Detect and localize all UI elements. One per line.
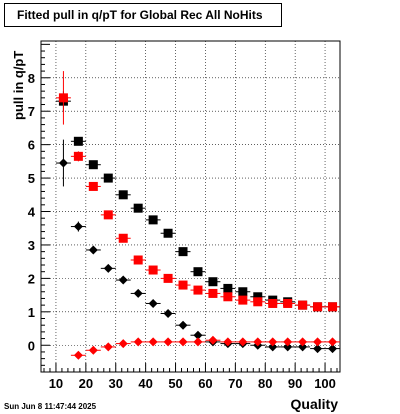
data-point-diamond <box>163 337 173 347</box>
data-point-diamond <box>283 342 293 352</box>
data-point-diamond <box>118 275 128 285</box>
data-point-diamond <box>328 337 338 347</box>
data-point-diamond <box>193 330 203 340</box>
data-point-square <box>238 287 248 297</box>
data-point-diamond <box>103 263 113 273</box>
data-point-square <box>268 298 278 308</box>
data-point-diamond <box>298 337 308 347</box>
data-point-square <box>163 273 173 283</box>
data-point-square <box>133 255 143 265</box>
data-point-diamond <box>148 298 158 308</box>
data-point-diamond <box>268 337 278 347</box>
data-point-square <box>118 233 128 243</box>
y-tick-label: 0 <box>28 338 35 353</box>
data-point-diamond <box>178 320 188 330</box>
data-point-square <box>283 298 293 308</box>
plot-frame <box>40 40 341 373</box>
data-point-diamond <box>148 337 158 347</box>
data-point-square <box>58 93 68 103</box>
data-point-diamond <box>253 337 263 347</box>
data-point-square <box>133 203 143 213</box>
data-point-square <box>238 295 248 305</box>
data-point-diamond <box>133 288 143 298</box>
data-point-square <box>178 280 188 290</box>
data-point-square <box>223 292 233 302</box>
data-point-diamond <box>133 337 143 347</box>
data-point-diamond <box>163 308 173 318</box>
y-tick-label: 1 <box>28 305 35 320</box>
y-tick-label: 3 <box>28 238 35 253</box>
data-point-square <box>298 300 308 310</box>
data-point-diamond <box>223 337 233 347</box>
data-point-diamond <box>328 344 338 354</box>
x-tick-label: 80 <box>258 376 272 391</box>
data-point-square <box>313 302 323 312</box>
data-point-square <box>253 297 263 307</box>
data-point-diamond <box>73 350 83 360</box>
data-point-square <box>148 215 158 225</box>
x-axis-label: Quality <box>290 396 338 412</box>
y-tick-label: 6 <box>28 138 35 153</box>
data-point-diamond <box>283 337 293 347</box>
y-tick-label: 4 <box>28 205 36 220</box>
y-tick-label: 7 <box>28 104 35 119</box>
data-point-diamond <box>88 245 98 255</box>
data-point-diamond <box>313 344 323 354</box>
x-tick-label: 40 <box>138 376 152 391</box>
data-point-square <box>208 277 218 287</box>
x-tick-label: 50 <box>168 376 182 391</box>
data-point-square <box>103 210 113 220</box>
data-point-diamond <box>208 335 218 345</box>
data-point-square <box>223 283 233 293</box>
y-tick-label: 2 <box>28 271 35 286</box>
data-point-square <box>88 160 98 170</box>
data-point-square <box>163 228 173 238</box>
x-tick-label: 100 <box>314 376 336 391</box>
data-point-square <box>148 265 158 275</box>
data-point-diamond <box>178 337 188 347</box>
data-point-square <box>88 181 98 191</box>
data-point-diamond <box>88 345 98 355</box>
timestamp-footer: Sun Jun 8 11:47:44 2025 <box>4 402 97 411</box>
data-point-diamond <box>58 158 68 168</box>
data-point-diamond <box>298 342 308 352</box>
x-tick-label: 20 <box>79 376 93 391</box>
data-point-diamond <box>103 342 113 352</box>
x-tick-label: 70 <box>228 376 242 391</box>
x-tick-label: 30 <box>109 376 123 391</box>
data-point-diamond <box>268 342 278 352</box>
data-point-diamond <box>73 222 83 232</box>
x-tick-label: 60 <box>198 376 212 391</box>
data-point-diamond <box>193 337 203 347</box>
data-point-diamond <box>313 337 323 347</box>
x-tick-label: 90 <box>288 376 302 391</box>
data-point-square <box>73 151 83 161</box>
y-tick-label: 5 <box>28 171 35 186</box>
y-tick-label: 8 <box>28 71 35 86</box>
data-point-square <box>73 136 83 146</box>
data-point-square <box>193 267 203 277</box>
data-point-square <box>178 247 188 257</box>
data-point-square <box>328 302 338 312</box>
chart-title: Fitted pull in q/pT for Global Rec All N… <box>4 3 282 27</box>
x-tick-label: 10 <box>49 376 63 391</box>
data-point-diamond <box>118 339 128 349</box>
data-point-square <box>208 288 218 298</box>
data-point-square <box>103 173 113 183</box>
data-point-square <box>118 190 128 200</box>
data-point-diamond <box>238 337 248 347</box>
data-point-square <box>193 285 203 295</box>
data-point-square <box>253 292 263 302</box>
